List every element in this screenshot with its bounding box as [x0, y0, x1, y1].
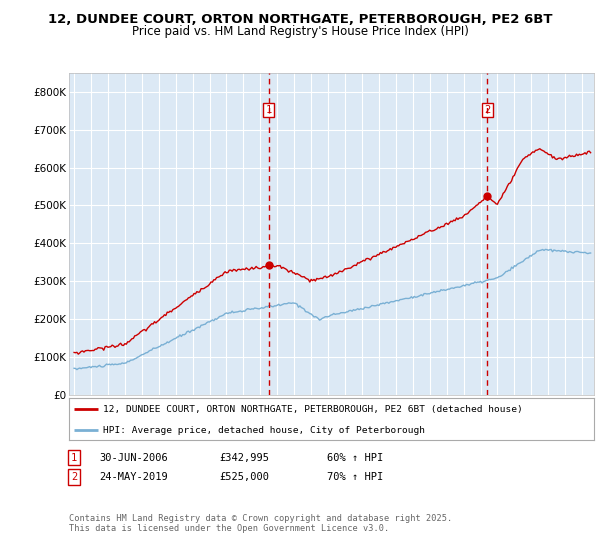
Text: 1: 1 — [266, 105, 272, 115]
Text: £525,000: £525,000 — [219, 472, 269, 482]
Text: Price paid vs. HM Land Registry's House Price Index (HPI): Price paid vs. HM Land Registry's House … — [131, 25, 469, 39]
Text: 1: 1 — [71, 452, 77, 463]
Text: HPI: Average price, detached house, City of Peterborough: HPI: Average price, detached house, City… — [103, 426, 425, 435]
Text: 2: 2 — [484, 105, 490, 115]
Text: Contains HM Land Registry data © Crown copyright and database right 2025.
This d: Contains HM Land Registry data © Crown c… — [69, 514, 452, 533]
Text: 24-MAY-2019: 24-MAY-2019 — [99, 472, 168, 482]
Text: £342,995: £342,995 — [219, 452, 269, 463]
Text: 2: 2 — [71, 472, 77, 482]
Text: 60% ↑ HPI: 60% ↑ HPI — [327, 452, 383, 463]
Text: 70% ↑ HPI: 70% ↑ HPI — [327, 472, 383, 482]
Text: 12, DUNDEE COURT, ORTON NORTHGATE, PETERBOROUGH, PE2 6BT: 12, DUNDEE COURT, ORTON NORTHGATE, PETER… — [48, 13, 552, 26]
Text: 12, DUNDEE COURT, ORTON NORTHGATE, PETERBOROUGH, PE2 6BT (detached house): 12, DUNDEE COURT, ORTON NORTHGATE, PETER… — [103, 405, 523, 414]
Text: 30-JUN-2006: 30-JUN-2006 — [99, 452, 168, 463]
